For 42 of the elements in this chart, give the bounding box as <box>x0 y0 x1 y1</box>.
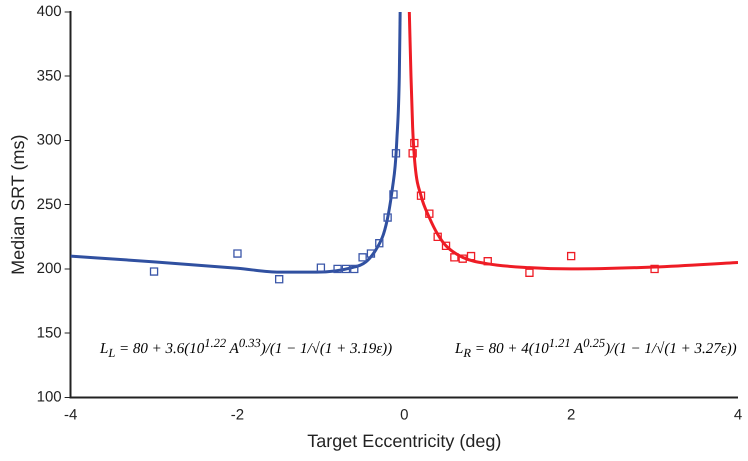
point <box>274 275 284 284</box>
y-tick-label: 300 <box>36 132 62 149</box>
point <box>150 267 158 276</box>
point <box>416 192 426 200</box>
point <box>233 249 242 258</box>
x-tick-label: -4 <box>64 406 78 424</box>
point <box>392 149 400 158</box>
point <box>316 263 326 272</box>
annotation: L$_{L}$ = 80 + 3.6(10$^{1.22}$ A$^{0.33}$)/(1 − 1/√(1 + 3.19ε)) <box>100 336 392 361</box>
y-tick-label: 100 <box>36 388 62 406</box>
point <box>566 252 576 260</box>
point <box>375 239 384 248</box>
y-tick-label: 150 <box>36 324 62 342</box>
y-tick-label: 250 <box>36 196 62 213</box>
x-tick-label: 4 <box>734 406 742 424</box>
y-tick-label: 350 <box>36 67 62 84</box>
point <box>458 254 467 263</box>
x-axis-title: Target Eccentricity (deg) <box>307 431 502 452</box>
annotation: L$_{R}$ = 80 + 4(10$^{1.21}$ A$^{0.25}$)/(1 − 1/√(1 + 3.27ε)) <box>455 336 737 361</box>
x-tick-label: -2 <box>230 406 244 424</box>
point <box>342 264 350 274</box>
point <box>442 242 450 250</box>
point <box>410 138 419 148</box>
point <box>389 190 398 199</box>
point <box>366 249 376 258</box>
point <box>358 253 367 262</box>
point <box>425 210 434 218</box>
point <box>433 232 442 241</box>
y-axis-title: Median SRT (ms) <box>8 134 28 275</box>
point <box>408 149 417 158</box>
point <box>350 264 358 274</box>
point <box>650 264 659 274</box>
x-tick-label: 0 <box>400 406 408 424</box>
point <box>525 268 534 277</box>
point <box>466 252 476 260</box>
y-tick-label: 400 <box>36 3 62 20</box>
point <box>450 253 459 262</box>
y-tick-label: 200 <box>36 260 62 278</box>
point <box>383 213 392 222</box>
x-tick-label: 2 <box>566 406 576 424</box>
point <box>333 264 342 274</box>
point <box>484 257 492 266</box>
